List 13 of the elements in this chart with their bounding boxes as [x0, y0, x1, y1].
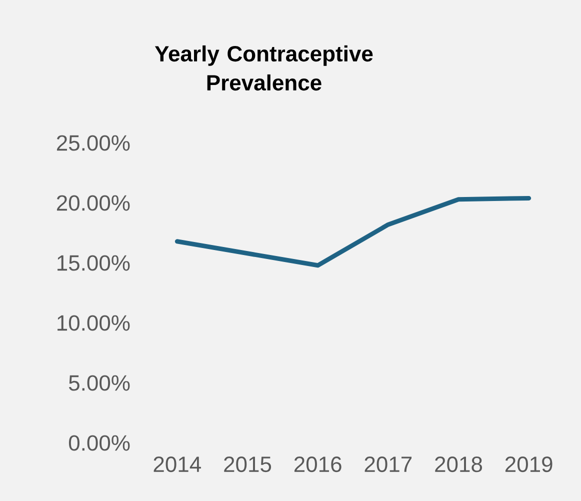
x-tick-label: 2019	[505, 456, 552, 472]
y-tick-label: 20.00%	[56, 195, 130, 211]
y-tick-label: 5.00%	[68, 375, 130, 391]
x-tick-label: 2018	[435, 456, 482, 472]
chart-title: Yearly Contraceptive Prevalence	[154, 45, 373, 91]
y-tick-label: 15.00%	[58, 255, 130, 271]
y-tick-label: 10.00%	[58, 315, 130, 331]
x-tick-label: 2016	[294, 456, 342, 472]
x-tick-label: 2015	[224, 456, 272, 472]
y-tick-label: 0.00%	[68, 435, 130, 451]
x-tick-label: 2017	[364, 456, 412, 472]
x-tick-label: 2014	[154, 456, 201, 472]
y-tick-label: 25.00%	[56, 135, 130, 151]
